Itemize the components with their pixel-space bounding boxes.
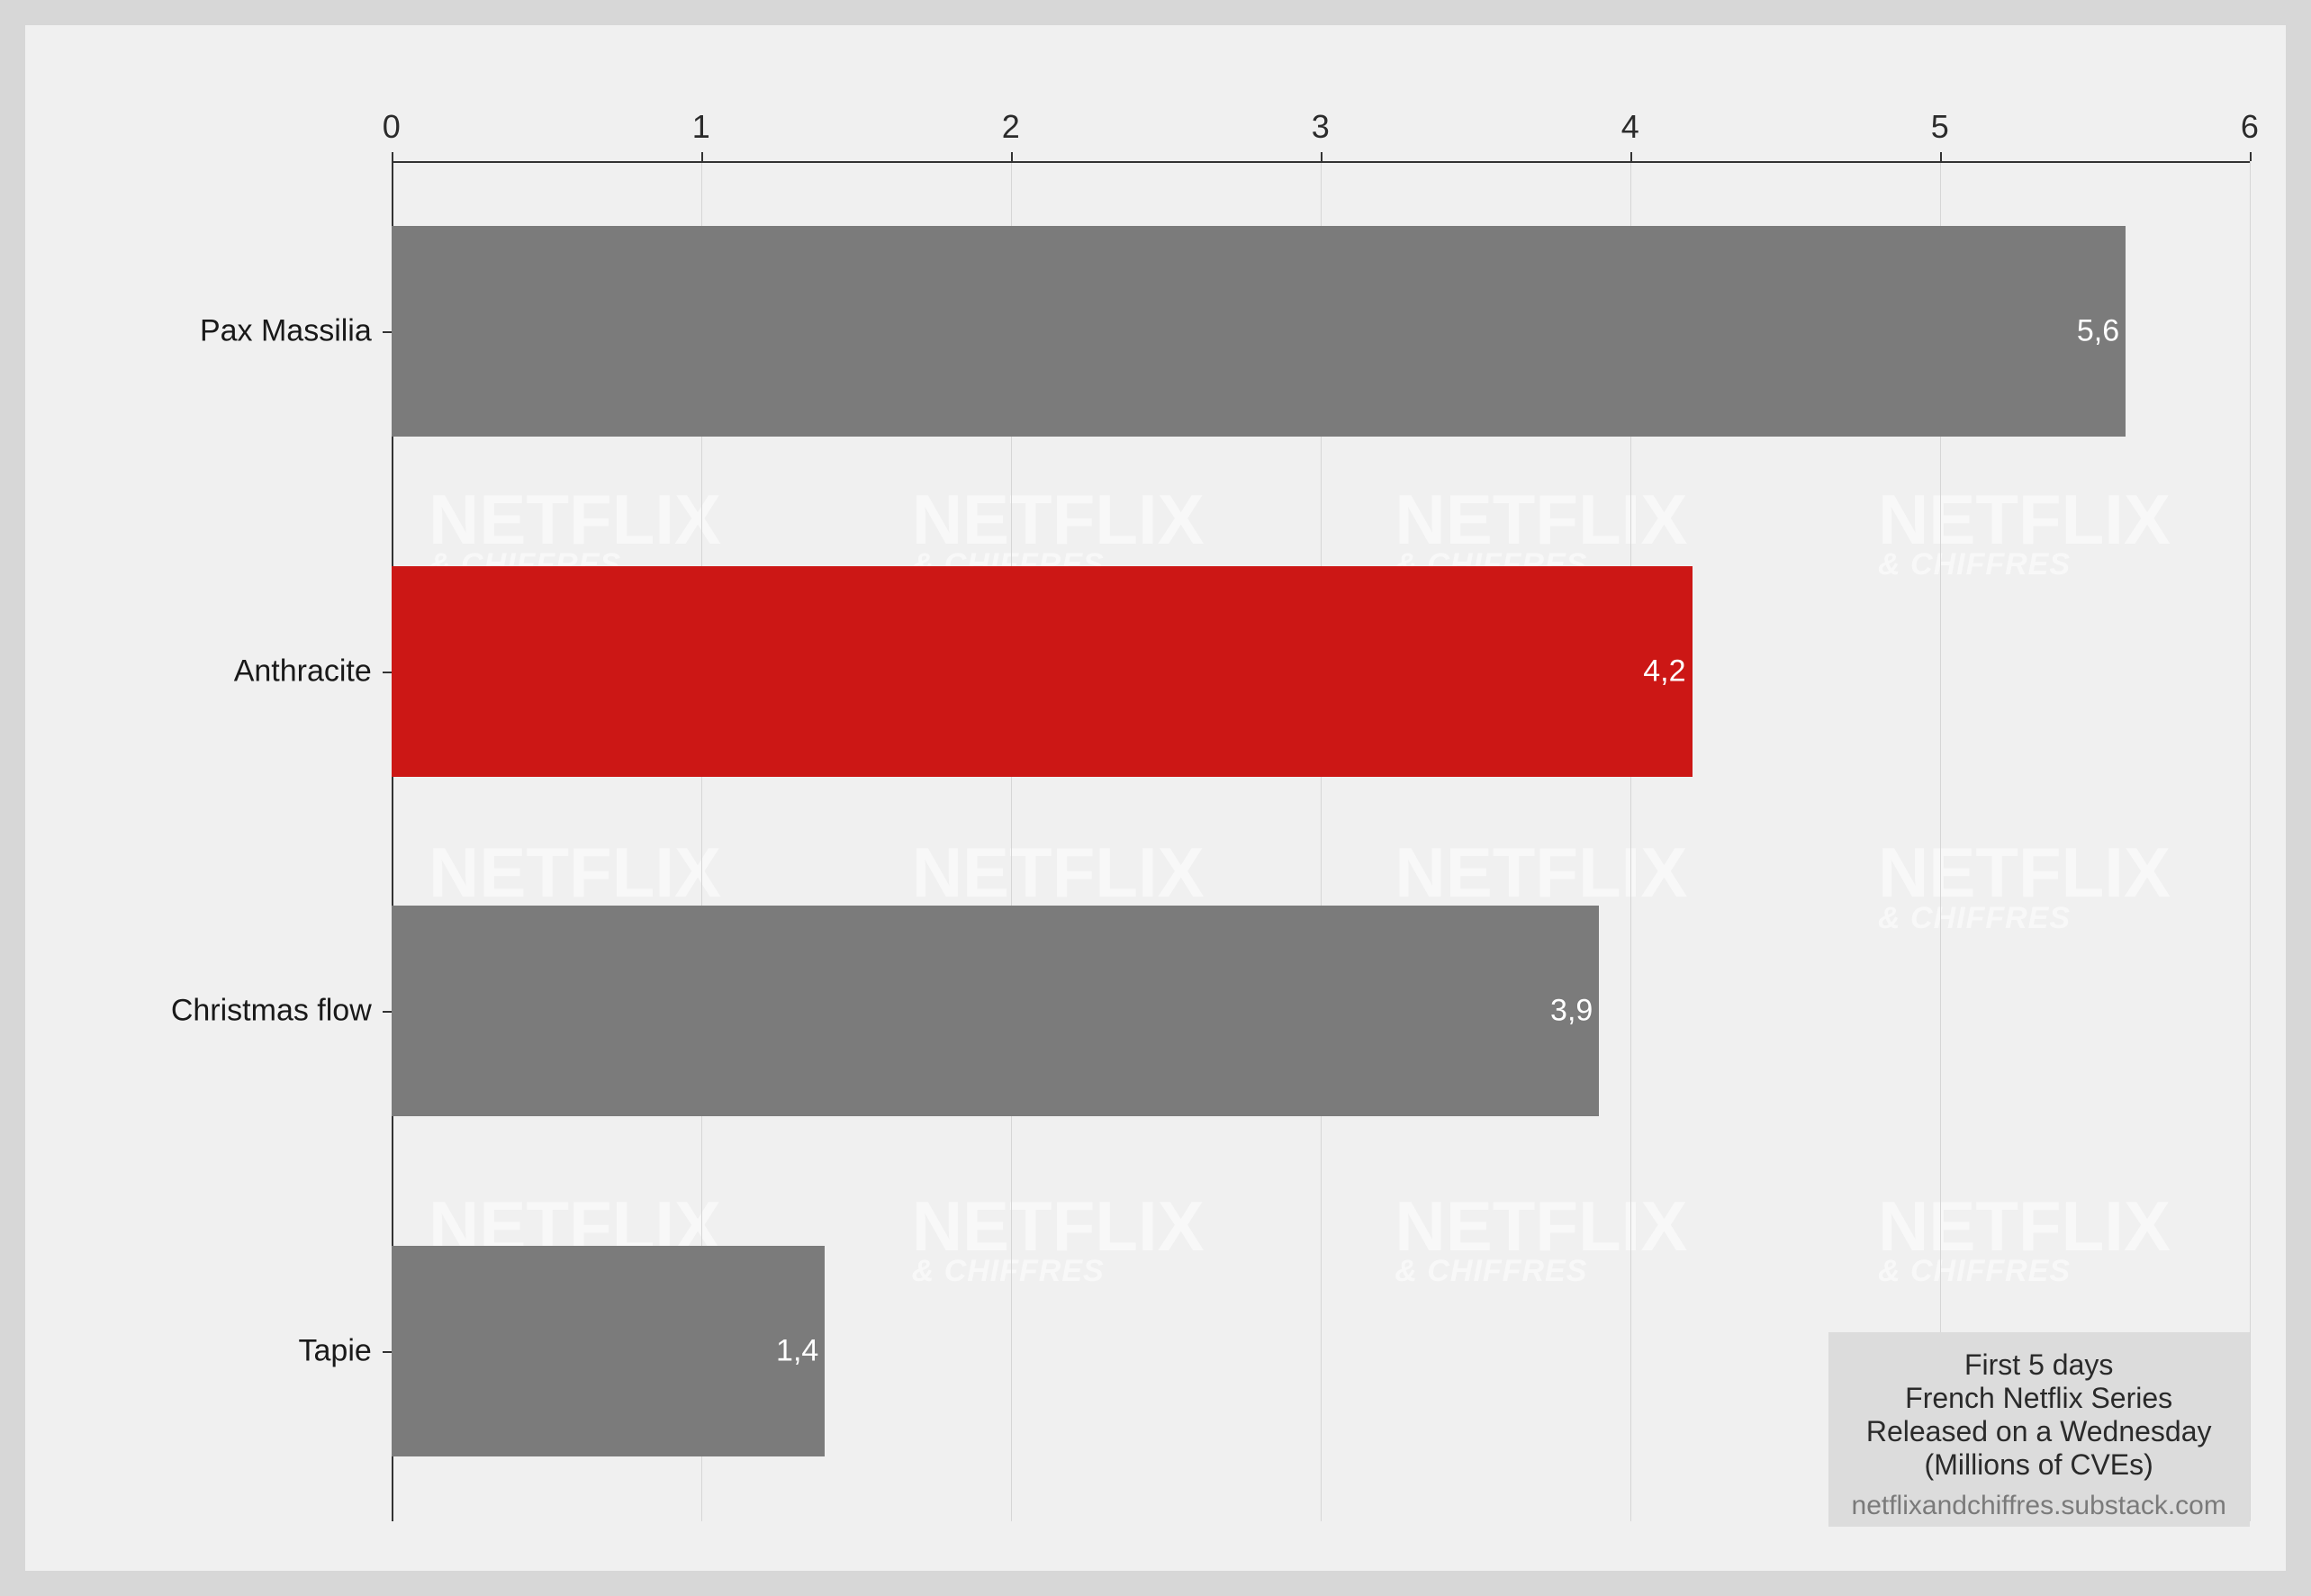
x-tick <box>1321 152 1323 161</box>
x-tick-label: 6 <box>2241 108 2259 146</box>
category-label: Pax Massilia <box>200 313 392 348</box>
x-tick-label: 3 <box>1312 108 1330 146</box>
watermark: NETFLIX& CHIFFRES <box>429 488 721 579</box>
x-tick-label: 5 <box>1931 108 1949 146</box>
x-tick <box>1011 152 1013 161</box>
bar-row: 3,9Christmas flow <box>392 906 2250 1116</box>
watermark: NETFLIX& CHIFFRES <box>1878 488 2171 579</box>
category-label: Tapie <box>299 1333 392 1368</box>
caption-line: (Millions of CVEs) <box>1852 1448 2226 1482</box>
x-tick-label: 1 <box>692 108 710 146</box>
bar-value-label: 3,9 <box>1550 994 1593 1029</box>
x-axis <box>392 161 2250 163</box>
x-tick-label: 0 <box>383 108 401 146</box>
bar-value-label: 4,2 <box>1643 654 1685 689</box>
caption-line: Released on a Wednesday <box>1852 1415 2226 1448</box>
bar-value-label: 1,4 <box>776 1333 818 1368</box>
watermark: NETFLIX& CHIFFRES <box>912 488 1205 579</box>
x-tick <box>392 152 393 161</box>
x-tick-label: 4 <box>1621 108 1639 146</box>
chart-container: NETFLIX& CHIFFRES NETFLIX& CHIFFRES NETFLI… <box>25 25 2286 1571</box>
x-tick <box>1630 152 1632 161</box>
watermark: NETFLIX& CHIFFRES <box>1395 488 1687 579</box>
x-tick-label: 2 <box>1002 108 1020 146</box>
bar-row: 5,6Pax Massilia <box>392 226 2250 437</box>
bar <box>392 1246 826 1456</box>
bar <box>392 906 1600 1116</box>
caption-source: netflixandchiffres.substack.com <box>1852 1491 2226 1521</box>
bar <box>392 226 2126 437</box>
bar-value-label: 5,6 <box>2077 313 2119 348</box>
x-tick <box>1940 152 1942 161</box>
bar <box>392 566 1693 777</box>
category-label: Christmas flow <box>171 994 392 1029</box>
plot-area: NETFLIX& CHIFFRES NETFLIX& CHIFFRES NETFLI… <box>392 161 2250 1521</box>
bar-row: 4,2Anthracite <box>392 566 2250 777</box>
category-label: Anthracite <box>234 654 392 689</box>
caption-box: First 5 daysFrench Netflix SeriesRelease… <box>1828 1332 2250 1527</box>
x-tick <box>2250 152 2252 161</box>
x-tick <box>701 152 703 161</box>
caption-line: First 5 days <box>1852 1348 2226 1382</box>
gridline <box>2250 161 2251 1521</box>
caption-line: French Netflix Series <box>1852 1382 2226 1415</box>
